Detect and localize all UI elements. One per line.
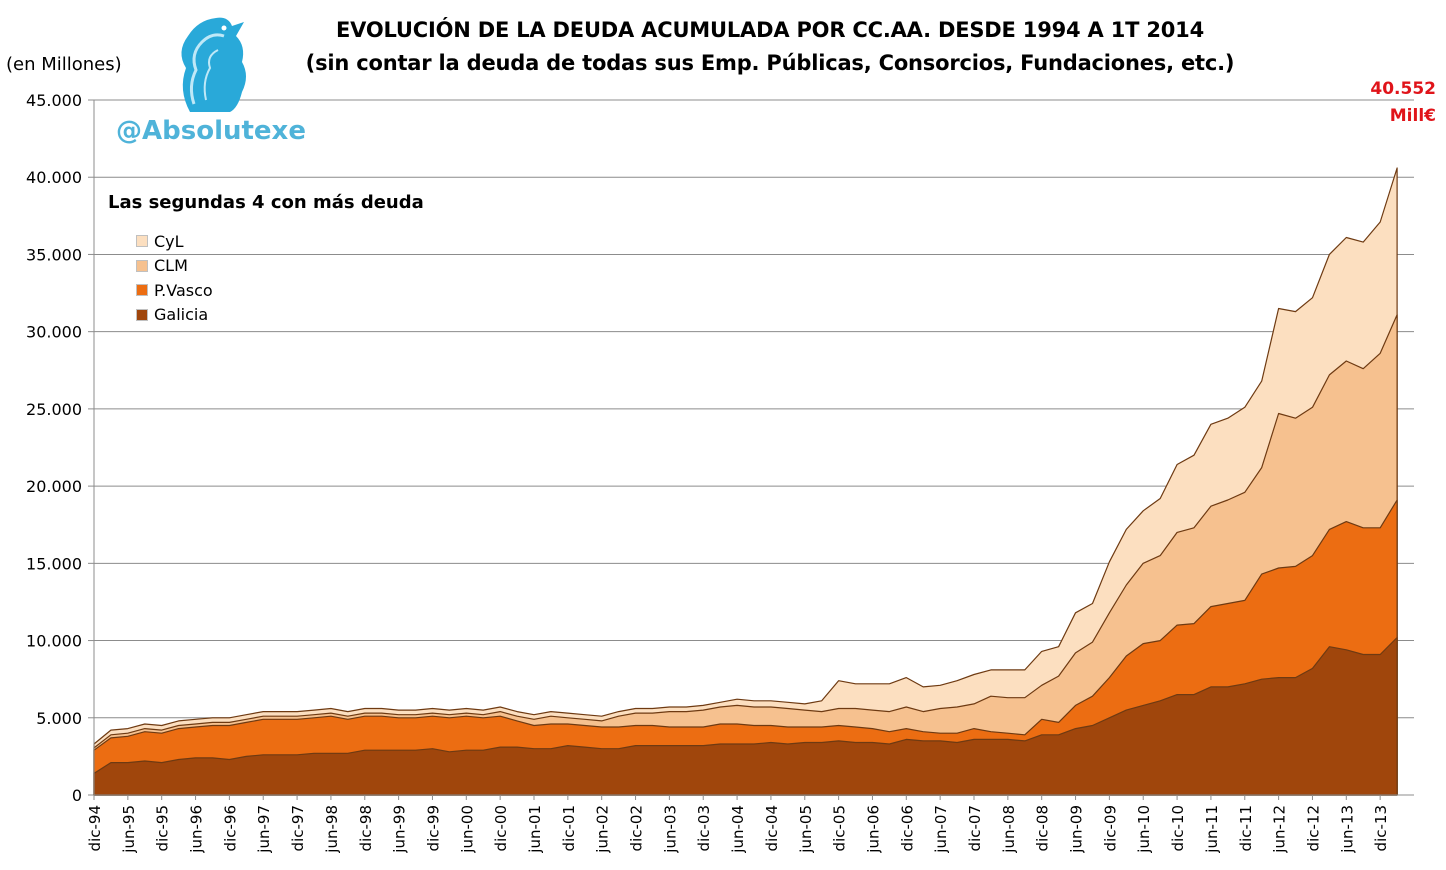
area-clm xyxy=(93,314,1398,796)
legend-label: Galicia xyxy=(154,305,209,325)
y-tick-label: 40.000 xyxy=(26,168,82,187)
x-axis-ticks: dic-94 jun-95 dic-95 jun-96 dic-96 jun-97 dic-… xyxy=(86,795,1390,854)
legend-item: CLM xyxy=(136,254,213,279)
legend-title: Las segundas 4 con más deuda xyxy=(108,192,424,213)
x-tick-label: jun-01 xyxy=(526,805,544,854)
area-pvasco xyxy=(93,499,1398,796)
axes xyxy=(93,100,1414,796)
x-tick-label: dic-02 xyxy=(628,805,646,851)
y-tick-label: 15.000 xyxy=(26,554,82,573)
x-tick-label: jun-98 xyxy=(323,805,341,854)
legend-label: CLM xyxy=(154,256,188,276)
area-series xyxy=(93,167,1398,796)
x-tick-label: jun-06 xyxy=(864,805,882,854)
unit-label: (en Millones) xyxy=(6,54,122,75)
x-tick-label: dic-99 xyxy=(424,805,442,851)
chart-title-line-1: EVOLUCIÓN DE LA DEUDA ACUMULADA POR CC.A… xyxy=(336,18,1204,42)
x-tick-label: dic-09 xyxy=(1101,805,1119,851)
legend-swatch xyxy=(136,235,148,248)
x-tick-label: jun-96 xyxy=(188,805,206,854)
chart-title: EVOLUCIÓN DE LA DEUDA ACUMULADA POR CC.A… xyxy=(250,14,1290,80)
x-tick-label: dic-94 xyxy=(86,805,104,851)
x-tick-label: dic-00 xyxy=(492,805,510,851)
x-tick-label: jun-12 xyxy=(1271,805,1289,854)
x-tick-label: jun-10 xyxy=(1135,805,1153,854)
y-tick-label: 5.000 xyxy=(36,709,82,728)
area-cyl xyxy=(93,167,1398,796)
x-tick-label: dic-10 xyxy=(1169,805,1187,851)
x-tick-label: jun-03 xyxy=(661,805,679,854)
x-tick-label: jun-97 xyxy=(255,805,273,854)
legend-label: CyL xyxy=(154,231,184,251)
final-value-annotation: 40.552 Mill€ xyxy=(1346,76,1436,130)
y-tick-label: 35.000 xyxy=(26,245,82,264)
x-tick-label: dic-13 xyxy=(1372,805,1390,851)
x-tick-label: dic-08 xyxy=(1034,805,1052,851)
x-tick-label: jun-07 xyxy=(932,805,950,854)
y-tick-label: 45.000 xyxy=(26,91,82,110)
y-tick-label: 25.000 xyxy=(26,400,82,419)
x-tick-label: jun-05 xyxy=(797,805,815,854)
legend-swatch xyxy=(136,259,148,272)
y-tick-label: 20.000 xyxy=(26,477,82,496)
final-value: 40.552 xyxy=(1370,79,1436,99)
x-tick-label: dic-96 xyxy=(221,805,239,851)
y-tick-label: 0 xyxy=(72,786,82,805)
x-tick-label: dic-01 xyxy=(560,805,578,851)
x-tick-label: dic-03 xyxy=(695,805,713,851)
legend-item: P.Vasco xyxy=(136,278,213,303)
legend-label: P.Vasco xyxy=(154,280,213,300)
x-tick-label: dic-06 xyxy=(898,805,916,851)
y-axis-ticks: 0 5.000 10.000 15.000 20.000 25.000 30.000 35.0… xyxy=(26,91,82,805)
y-tick-label: 10.000 xyxy=(26,632,82,651)
x-tick-label: jun-08 xyxy=(1000,805,1018,854)
x-tick-label: dic-97 xyxy=(289,805,307,851)
x-tick-label: dic-12 xyxy=(1304,805,1322,851)
x-tick-label: jun-95 xyxy=(120,805,138,854)
watermark-handle: @Absolutexe xyxy=(116,116,306,146)
x-tick-label: jun-13 xyxy=(1338,805,1356,854)
x-tick-label: jun-02 xyxy=(594,805,612,854)
x-tick-label: jun-09 xyxy=(1068,805,1086,854)
legend-swatch xyxy=(136,308,148,321)
griffin-logo-icon xyxy=(172,12,252,120)
legend-swatch xyxy=(136,284,148,297)
final-value-unit: Mill€ xyxy=(1389,106,1436,126)
area-galicia xyxy=(93,636,1398,796)
x-tick-label: dic-05 xyxy=(831,805,849,851)
x-tick-label: dic-98 xyxy=(357,805,375,851)
y-tick-label: 30.000 xyxy=(26,323,82,342)
x-tick-label: dic-07 xyxy=(966,805,984,851)
x-tick-label: jun-00 xyxy=(458,805,476,854)
x-tick-label: jun-04 xyxy=(729,805,747,854)
legend-item: CyL xyxy=(136,229,213,254)
legend: CyL CLM P.Vasco Galicia xyxy=(136,229,213,327)
x-tick-label: jun-99 xyxy=(391,805,409,854)
x-tick-label: dic-95 xyxy=(154,805,172,851)
x-tick-label: dic-11 xyxy=(1237,805,1255,851)
legend-item: Galicia xyxy=(136,303,213,328)
x-tick-label: jun-11 xyxy=(1203,805,1221,854)
chart-title-line-2: (sin contar la deuda de todas sus Emp. P… xyxy=(305,51,1235,75)
x-tick-label: dic-04 xyxy=(763,805,781,851)
